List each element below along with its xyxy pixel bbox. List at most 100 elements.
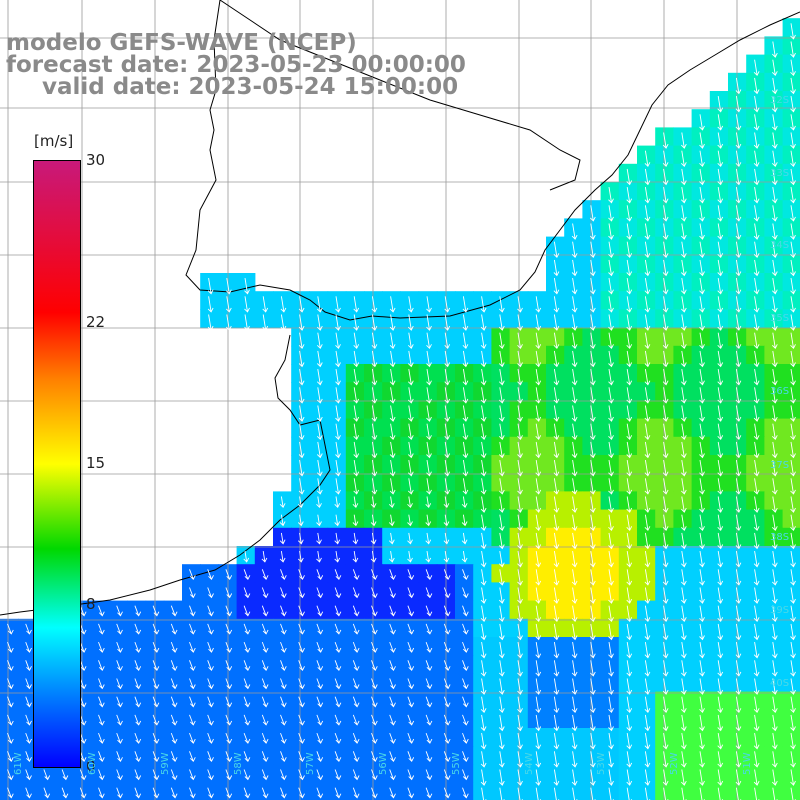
- wind-arrow: [699, 751, 705, 768]
- wind-arrow: [407, 405, 414, 422]
- wind-arrow: [334, 514, 341, 527]
- wind-arrow: [389, 678, 396, 690]
- wind-arrow: [608, 369, 614, 386]
- wind-arrow: [771, 150, 778, 168]
- wind-arrow: [207, 696, 214, 708]
- wind-arrow: [589, 769, 596, 786]
- wind-arrow: [335, 460, 341, 477]
- wind-arrow: [498, 387, 505, 404]
- wind-arrow: [189, 696, 196, 708]
- wind-arrow: [771, 423, 778, 441]
- wind-arrow: [371, 769, 378, 781]
- wind-cell: [291, 782, 310, 800]
- wind-arrow: [771, 478, 778, 495]
- wind-arrow: [535, 678, 542, 695]
- wind-arrow: [370, 514, 377, 527]
- wind-arrow: [297, 496, 304, 509]
- wind-arrow: [626, 314, 633, 331]
- wind-arrow: [717, 223, 724, 240]
- wind-arrow: [371, 587, 378, 599]
- wind-arrow: [680, 660, 687, 677]
- wind-arrow: [298, 787, 305, 799]
- wind-arrow: [261, 623, 269, 635]
- wind-arrow: [662, 332, 669, 350]
- wind-arrow: [443, 641, 451, 653]
- wind-arrow: [517, 332, 523, 350]
- wind-arrow: [334, 641, 342, 653]
- wind-arrow: [388, 532, 395, 545]
- wind-arrow: [353, 332, 360, 350]
- wind-arrow: [553, 569, 560, 586]
- wind-arrow: [699, 114, 705, 131]
- wind-arrow: [626, 259, 633, 277]
- wind-arrow: [790, 223, 796, 240]
- wind-arrow: [644, 714, 651, 732]
- wind-arrow: [699, 132, 705, 149]
- wind-arrow: [462, 696, 469, 708]
- wind-arrow: [553, 350, 560, 368]
- wind-arrow: [790, 496, 796, 513]
- wind-arrow: [261, 569, 269, 581]
- wind-arrow: [790, 532, 796, 550]
- wind-arrow: [298, 769, 305, 781]
- wind-arrow: [699, 441, 705, 459]
- wind-arrow: [316, 441, 323, 459]
- wind-arrow: [334, 714, 342, 726]
- wind-arrow: [717, 332, 724, 350]
- wind-arrow: [407, 496, 413, 509]
- wind-arrow: [571, 259, 578, 277]
- wind-arrow: [389, 350, 396, 368]
- wind-arrow: [571, 551, 578, 568]
- wind-arrow: [371, 787, 378, 799]
- wind-arrow: [771, 405, 778, 422]
- wind-arrow: [262, 314, 269, 331]
- wind-arrow: [790, 77, 796, 95]
- wind-arrow: [25, 787, 32, 799]
- wind-arrow: [790, 514, 796, 532]
- wind-arrow: [644, 787, 651, 800]
- wind-arrow: [717, 751, 724, 768]
- wind-arrow: [352, 678, 360, 690]
- wind-arrow: [189, 787, 196, 799]
- wind-arrow: [79, 769, 87, 781]
- wind-arrow: [753, 733, 760, 750]
- wind-arrow: [753, 332, 760, 350]
- wind-arrow: [371, 405, 378, 422]
- wind-arrow: [626, 278, 633, 295]
- wind-arrow: [535, 769, 542, 786]
- wind-arrow: [662, 241, 669, 259]
- wind-arrow: [316, 496, 322, 509]
- wind-arrow: [644, 660, 651, 677]
- wind-arrow: [753, 369, 760, 386]
- wind-arrow: [608, 187, 614, 204]
- wind-arrow: [517, 387, 523, 404]
- wind-arrow: [25, 641, 32, 653]
- wind-arrow: [425, 605, 433, 617]
- wind-arrow: [589, 278, 596, 295]
- wind-arrow: [699, 714, 705, 732]
- wind-arrow: [352, 787, 360, 799]
- wind-arrow: [608, 605, 614, 623]
- wind-arrow: [535, 332, 542, 350]
- wind-arrow: [462, 569, 469, 581]
- wind-arrow: [644, 296, 651, 313]
- wind-arrow: [553, 296, 560, 313]
- wind-arrow: [535, 478, 542, 495]
- wind-arrow: [571, 569, 578, 586]
- wind-arrow: [753, 714, 760, 732]
- wind-arrow: [462, 678, 469, 690]
- colorbar-tick-label: 22: [86, 313, 106, 331]
- wind-arrow: [589, 441, 596, 459]
- wind-arrow: [407, 732, 415, 744]
- coastline: [0, 0, 800, 616]
- wind-arrow: [589, 660, 596, 677]
- wind-arrow: [753, 187, 760, 204]
- wind-arrow: [371, 332, 378, 350]
- wind-arrow: [608, 441, 614, 459]
- wind-cell: [236, 782, 256, 800]
- wind-arrow: [680, 150, 687, 168]
- wind-arrow: [498, 314, 505, 331]
- wind-arrow: [553, 751, 560, 768]
- wind-arrow: [735, 187, 742, 204]
- wind-arrow: [243, 660, 251, 672]
